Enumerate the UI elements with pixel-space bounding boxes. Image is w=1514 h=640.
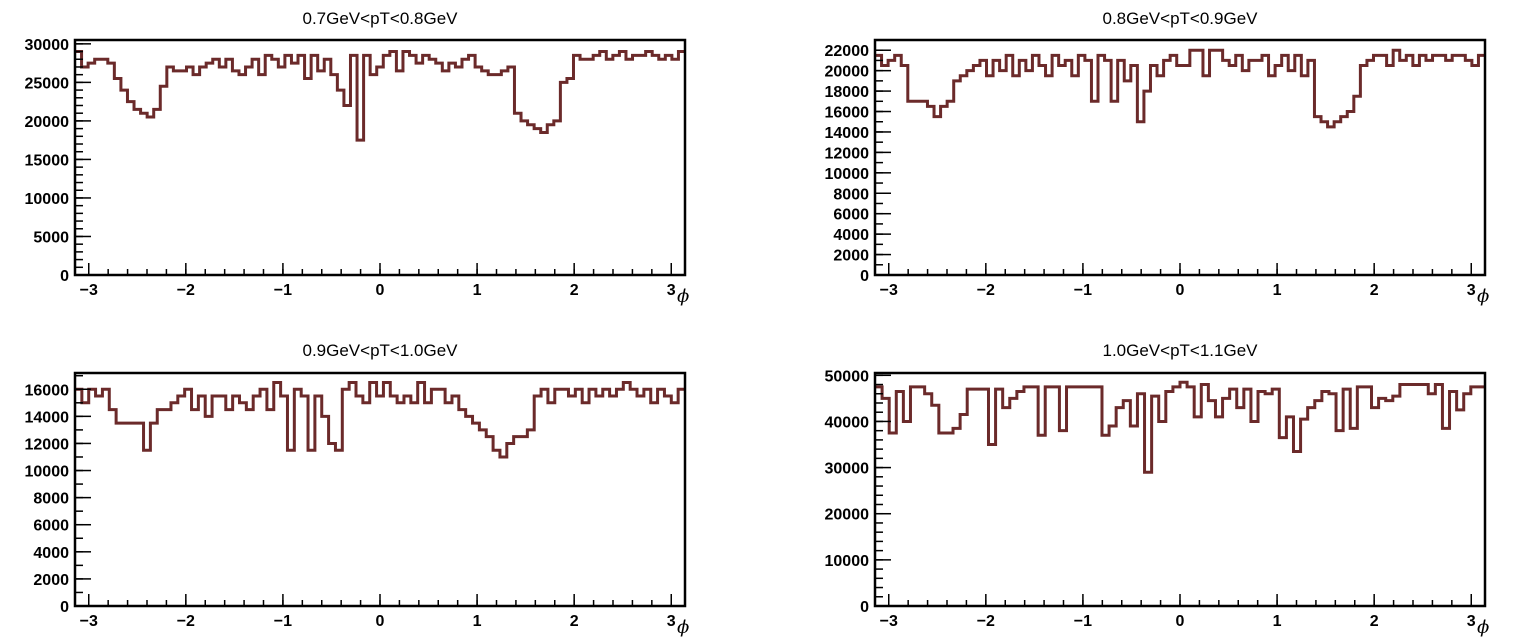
histogram-panel: 0.7GeV<pT<0.8GeV −3 −2 −1 0 1 2 3 ϕ 0 5000 10000 150… — [25, 9, 690, 307]
x-tick-label: −3 — [80, 613, 98, 630]
y-tick-label: 10000 — [825, 166, 870, 183]
x-tick-label: 3 — [667, 613, 676, 630]
x-tick-label: 0 — [1176, 613, 1185, 630]
y-tick-label: 6000 — [833, 207, 869, 224]
x-tick-label: −2 — [177, 613, 195, 630]
x-tick-label: 2 — [570, 282, 579, 299]
y-tick-label: 0 — [860, 268, 869, 285]
x-axis-label: ϕ — [677, 286, 689, 307]
x-tick-label: −1 — [1074, 282, 1092, 299]
x-tick-label: 0 — [376, 613, 385, 630]
x-axis-label: ϕ — [677, 617, 689, 638]
x-tick-label: 1 — [1273, 282, 1282, 299]
x-tick-label: 0 — [1176, 282, 1185, 299]
x-tick-label: −3 — [80, 282, 98, 299]
y-tick-label: 0 — [60, 599, 69, 616]
x-tick-label: 3 — [1467, 613, 1476, 630]
x-tick-label: −3 — [880, 613, 898, 630]
x-tick-label: 1 — [473, 613, 482, 630]
y-tick-label: 22000 — [825, 43, 870, 60]
x-axis-label: ϕ — [1477, 286, 1489, 307]
x-tick-label: 2 — [570, 613, 579, 630]
x-tick-label: 3 — [667, 282, 676, 299]
panel-title: 0.7GeV<pT<0.8GeV — [303, 9, 459, 28]
y-tick-label: 20000 — [825, 507, 870, 524]
y-tick-label: 20000 — [825, 64, 870, 81]
histogram-panel: 0.8GeV<pT<0.9GeV −3 −2 −1 0 1 2 3 ϕ 0 2000 4000 6000… — [825, 9, 1490, 307]
y-tick-label: 10000 — [825, 553, 870, 570]
y-tick-label: 18000 — [825, 84, 870, 101]
y-tick-label: 14000 — [25, 409, 70, 426]
y-tick-label: 30000 — [25, 37, 70, 54]
y-tick-label: 8000 — [33, 491, 69, 508]
y-tick-label: 5000 — [33, 229, 69, 246]
x-axis-label: ϕ — [1477, 617, 1489, 638]
x-tick-label: 2 — [1370, 282, 1379, 299]
histogram-line — [875, 380, 1485, 474]
histogram-panel: 0.9GeV<pT<1.0GeV −3 −2 −1 0 1 2 3 ϕ 0 2000 4000 6000… — [25, 341, 690, 638]
y-tick-label: 16000 — [25, 382, 70, 399]
x-tick-label: −2 — [177, 282, 195, 299]
y-tick-label: 25000 — [25, 75, 70, 92]
y-tick-label: 10000 — [25, 191, 70, 208]
histogram-line — [875, 48, 1485, 129]
y-tick-label: 50000 — [825, 368, 870, 385]
x-tick-label: −3 — [880, 282, 898, 299]
x-tick-label: 1 — [473, 282, 482, 299]
x-tick-label: −1 — [274, 613, 292, 630]
y-tick-label: 2000 — [33, 572, 69, 589]
panel-title: 0.8GeV<pT<0.9GeV — [1103, 9, 1259, 28]
y-tick-label: 4000 — [33, 545, 69, 562]
histogram-panel: 1.0GeV<pT<1.1GeV −3 −2 −1 0 1 2 3 ϕ 0 10000 20000 30… — [825, 341, 1490, 638]
y-tick-label: 2000 — [833, 248, 869, 265]
y-tick-label: 16000 — [825, 105, 870, 122]
panel-title: 0.9GeV<pT<1.0GeV — [303, 341, 459, 360]
x-tick-label: 3 — [1467, 282, 1476, 299]
y-tick-label: 4000 — [833, 227, 869, 244]
y-tick-label: 40000 — [825, 414, 870, 431]
x-tick-label: 0 — [376, 282, 385, 299]
y-tick-label: 0 — [60, 268, 69, 285]
y-tick-label: 0 — [860, 599, 869, 616]
y-tick-label: 10000 — [25, 464, 70, 481]
y-tick-label: 12000 — [25, 436, 70, 453]
y-tick-label: 14000 — [825, 125, 870, 142]
y-tick-label: 8000 — [833, 186, 869, 203]
x-tick-label: 2 — [1370, 613, 1379, 630]
y-tick-label: 20000 — [25, 114, 70, 131]
x-tick-label: 1 — [1273, 613, 1282, 630]
y-tick-label: 30000 — [825, 461, 870, 478]
x-tick-label: −2 — [977, 613, 995, 630]
x-tick-label: −1 — [274, 282, 292, 299]
x-tick-label: −2 — [977, 282, 995, 299]
histogram-line — [75, 380, 685, 459]
y-tick-label: 6000 — [33, 518, 69, 535]
x-tick-label: −1 — [1074, 613, 1092, 630]
plot-frame — [73, 371, 687, 608]
panel-title: 1.0GeV<pT<1.1GeV — [1103, 341, 1259, 360]
histogram-line — [75, 50, 685, 142]
y-tick-label: 12000 — [825, 145, 870, 162]
y-tick-label: 15000 — [25, 152, 70, 169]
